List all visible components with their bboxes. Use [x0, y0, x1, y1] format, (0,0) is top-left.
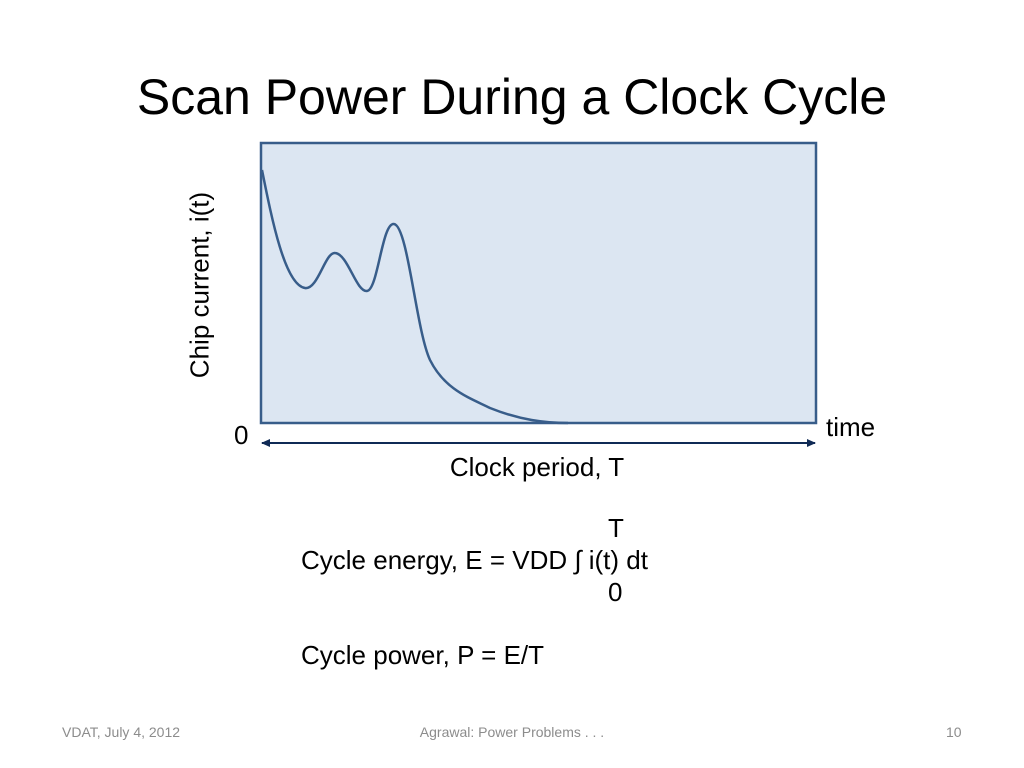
cycle-power-equation: Cycle power, P = E/T — [301, 640, 545, 670]
slide-number: 10 — [946, 724, 962, 740]
footer-date: VDAT, July 4, 2012 — [62, 724, 181, 740]
integral-upper-limit: T — [608, 513, 624, 543]
origin-label: 0 — [234, 420, 249, 450]
current-curve — [260, 169, 569, 425]
y-axis-label: Chip current, i(t) — [184, 191, 215, 379]
plot-area-box — [259, 141, 818, 425]
integral-lower-limit: 0 — [608, 577, 623, 607]
footer-author: Agrawal: Power Problems . . . — [419, 724, 605, 740]
cycle-energy-equation: Cycle energy, E = VDD ∫ i(t) dt — [301, 545, 648, 575]
slide-title: Scan Power During a Clock Cycle — [136, 69, 888, 125]
clock-period-label: Clock period, T — [449, 452, 625, 482]
x-axis-label: time — [826, 412, 876, 442]
